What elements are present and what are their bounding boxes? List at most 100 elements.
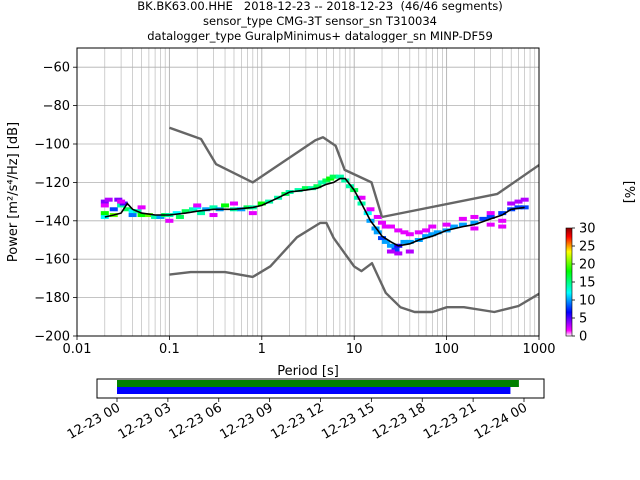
histogram-cell	[341, 178, 350, 183]
histogram-cell	[414, 230, 423, 235]
colorbar-tick-label: 10	[579, 294, 596, 309]
histogram-cell	[109, 207, 118, 212]
histogram-cell	[514, 205, 523, 210]
histogram-cell	[363, 211, 372, 216]
histogram-cell	[378, 220, 387, 225]
histogram-cell	[428, 232, 437, 237]
histogram-cell	[378, 236, 387, 241]
y-tick-label: −80	[43, 99, 70, 114]
histogram-cell	[381, 239, 390, 244]
timeline-tick-label: 12-23 18	[370, 400, 428, 442]
timeline-tick-label: 12-23 06	[167, 400, 225, 442]
histogram-cell	[486, 214, 495, 219]
histogram-cell	[197, 211, 206, 216]
y-tick-label: −120	[34, 176, 70, 191]
histogram-cell	[520, 197, 529, 202]
histogram-cell	[123, 207, 132, 212]
timeline-tick-label: 12-23 12	[268, 400, 326, 442]
histogram-cell	[100, 203, 109, 208]
histogram-cell	[470, 220, 479, 225]
histogram-cell	[193, 203, 202, 208]
x-tick-label: 0.01	[63, 342, 92, 357]
histogram-cell	[386, 249, 395, 254]
title-line-1: BK.BK63.00.HHE 2018-12-23 -- 2018-12-23 …	[137, 0, 503, 13]
histogram-cell	[507, 201, 516, 206]
histogram-cell	[181, 209, 190, 214]
y-tick-label: −200	[34, 330, 70, 345]
histogram-cell	[400, 230, 409, 235]
histogram-cell	[405, 249, 414, 254]
y-axis-label: Power [m²/s⁴/Hz] [dB]	[6, 122, 21, 262]
timeline-tick-label: 12-23 15	[319, 400, 377, 442]
grid-lines	[76, 48, 539, 336]
histogram-cell	[257, 201, 266, 206]
y-tick-label: −180	[34, 291, 70, 306]
histogram-cell	[381, 224, 390, 229]
histogram-cell	[209, 205, 218, 210]
colorbar-tick-label: 30	[579, 222, 596, 237]
histogram-cell	[470, 214, 479, 219]
y-tick-label: −160	[34, 253, 70, 268]
x-axis: 0.01 0.1 1 10 100 1000	[63, 336, 556, 357]
histogram-cell	[137, 205, 146, 210]
histogram-cell	[486, 211, 495, 216]
histogram-cell	[308, 186, 317, 191]
timeline-tick-label: 12-23 00	[65, 400, 123, 442]
timeline-tick-label: 12-23 03	[116, 400, 174, 442]
y-axis: −200 −180 −160 −140 −120 −100 −80 −60	[34, 61, 77, 345]
histogram-cell	[188, 207, 197, 212]
histogram-cell	[498, 211, 507, 216]
timeline-tick-label: 12-24 00	[472, 400, 530, 442]
plot-frame	[76, 47, 540, 337]
histogram-cell	[248, 211, 257, 216]
x-tick-label: 1	[258, 342, 266, 357]
histogram-cell	[498, 218, 507, 223]
histogram-cell	[172, 211, 181, 216]
histogram-cell	[104, 197, 113, 202]
histogram-cell	[294, 188, 303, 193]
nlnm-line	[169, 221, 539, 314]
histogram-cell	[449, 224, 458, 229]
x-tick-label: 10	[346, 342, 363, 357]
histogram-cell	[301, 186, 310, 191]
histogram-cell	[366, 207, 375, 212]
timeline-bar-used	[117, 387, 511, 394]
title-line-2: sensor_type CMG-3T sensor_sn T310034	[203, 14, 437, 28]
title-line-3: datalogger_type GuralpMinimus+ datalogge…	[147, 29, 493, 43]
histogram-cell	[394, 228, 403, 233]
colorbar-tick-label: 25	[579, 240, 596, 255]
histogram-cell	[318, 180, 327, 185]
histogram-cell	[498, 224, 507, 229]
x-tick-label: 1000	[522, 342, 555, 357]
histogram-cell	[345, 184, 354, 189]
histogram-cell	[335, 174, 344, 179]
nhnm-line-long	[381, 164, 539, 219]
histogram-cell	[422, 228, 431, 233]
y-tick-label: −140	[34, 214, 70, 229]
histogram-cell	[428, 224, 437, 229]
histogram-cell	[479, 216, 488, 221]
histogram-cell	[229, 201, 238, 206]
histogram-cell	[128, 213, 137, 218]
histogram-cell	[202, 207, 211, 212]
histogram-cell	[144, 213, 153, 218]
histogram-cell	[137, 213, 146, 218]
histogram-cell	[514, 199, 523, 204]
x-axis-label: Period [s]	[277, 364, 339, 379]
histogram-cell	[391, 247, 400, 252]
mean-line-group	[104, 177, 525, 247]
histogram-cell	[373, 230, 382, 235]
histogram-cell	[151, 214, 160, 219]
x-tick-label: 100	[434, 342, 459, 357]
histogram-cell	[373, 214, 382, 219]
histogram-cell	[175, 214, 184, 219]
mean-line	[104, 177, 525, 247]
ppsd-plot-area: 0.01 0.1 1 10 100 1000 −200 −180 −160 −140 −120 −1…	[6, 47, 556, 379]
histogram-cell	[394, 251, 403, 256]
colorbar-tick-label: 20	[579, 258, 596, 273]
histogram-cell	[313, 184, 322, 189]
histogram-cell	[100, 211, 109, 216]
